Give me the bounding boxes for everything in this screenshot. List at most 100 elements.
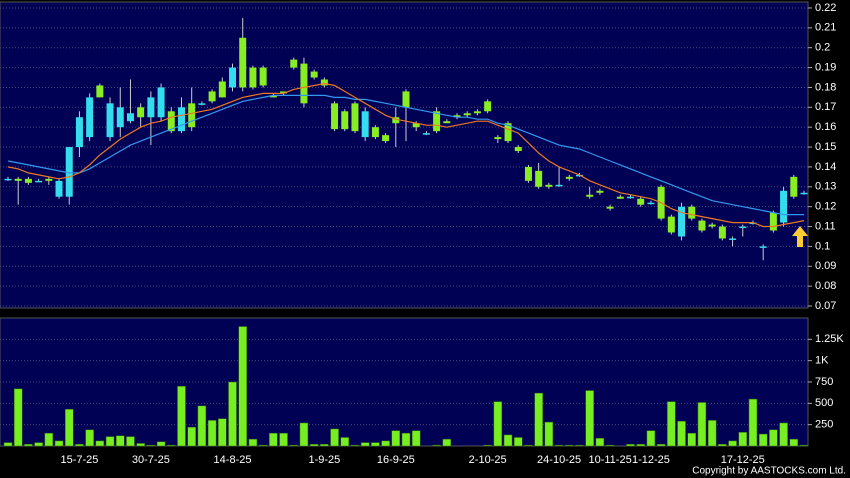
- candle-body: [382, 135, 390, 142]
- volume-bar: [105, 436, 115, 447]
- volume-bar: [534, 392, 543, 447]
- candle-body: [749, 222, 757, 225]
- volume-bar: [667, 401, 676, 447]
- candle-body: [494, 137, 502, 140]
- volume-bar: [677, 421, 686, 447]
- y-tick-label: 0.11: [815, 220, 836, 232]
- volume-bar: [299, 422, 309, 447]
- candle-body: [126, 113, 134, 122]
- candle-body: [769, 212, 777, 231]
- volume-bar: [371, 442, 380, 447]
- volume-bar: [748, 398, 758, 447]
- candle-body: [637, 198, 645, 205]
- candle-body: [157, 87, 165, 118]
- candle-body: [208, 91, 216, 102]
- volume-bar: [340, 437, 350, 447]
- x-tick-label: 30-7-25: [132, 454, 170, 466]
- y-tick-label: 0.14: [815, 161, 836, 173]
- candle-body: [259, 67, 267, 86]
- candle-body: [65, 147, 73, 197]
- candle-body: [647, 202, 655, 205]
- volume-bar: [64, 409, 74, 447]
- volume-bar: [585, 390, 594, 447]
- volume-bar: [218, 418, 227, 447]
- y-tick-label: 0.22: [815, 2, 836, 14]
- candle-body: [688, 206, 696, 219]
- x-tick-label: 15-7-25: [60, 454, 98, 466]
- y-tick-label: 0.18: [815, 81, 836, 93]
- volume-bar: [126, 436, 135, 447]
- candle-body: [137, 107, 145, 118]
- volume-bar: [279, 432, 288, 447]
- candle-body: [249, 67, 257, 88]
- y-tick-label: 0.21: [815, 22, 836, 34]
- volume-bar: [411, 430, 421, 447]
- plot-layer: 0.07 0.08 0.09 0.1 0.11 0.12 0.13 0.14 0.15 0.16 0…: [0, 2, 844, 466]
- candle-body: [177, 107, 185, 132]
- volume-bar: [687, 432, 696, 447]
- volume-bar: [136, 443, 145, 447]
- candle-body: [718, 226, 726, 239]
- candle-body: [739, 226, 747, 229]
- volume-bar: [289, 444, 298, 447]
- y-tick-label: 250: [815, 419, 833, 431]
- volume-bar: [595, 438, 605, 447]
- x-tick-label: 2-10-25: [469, 454, 507, 466]
- volume-bar: [718, 444, 727, 447]
- candle-body: [504, 123, 512, 142]
- candle-body: [269, 95, 277, 98]
- ma-line: [7, 94, 804, 216]
- volume-bar: [656, 444, 666, 447]
- volume-bar: [177, 386, 186, 447]
- candle-body: [106, 103, 114, 138]
- candle-body: [218, 81, 226, 98]
- candle-body: [524, 166, 532, 181]
- candle-body: [280, 91, 288, 94]
- x-tick-label: 24-10-25: [537, 454, 581, 466]
- volume-bar: [391, 430, 401, 447]
- arrow-icon: [792, 226, 808, 247]
- candle-body: [14, 178, 22, 181]
- y-tick-label: 1.25K: [815, 333, 844, 345]
- candle-body: [729, 238, 737, 240]
- volume-bar: [626, 444, 635, 447]
- candle-body: [198, 103, 206, 105]
- candle-body: [575, 174, 583, 177]
- candle-body: [86, 97, 94, 138]
- candle-body: [4, 178, 12, 181]
- x-tick-label: 1-12-25: [632, 454, 670, 466]
- volume-bar: [432, 444, 441, 447]
- volume-bar: [13, 388, 23, 447]
- ma-line: [7, 82, 805, 228]
- volume-bar: [34, 442, 43, 447]
- volume-bar: [207, 420, 217, 447]
- volume-bar: [85, 429, 94, 447]
- candle-body: [351, 103, 359, 132]
- volume-bar: [54, 440, 64, 447]
- volume-bar: [789, 438, 799, 447]
- y-tick-label: 0.2: [815, 42, 830, 54]
- volume-bar: [524, 444, 533, 447]
- candle-body: [514, 147, 522, 152]
- candle-body: [35, 180, 43, 183]
- y-tick-label: 0.16: [815, 121, 836, 133]
- volume-bar: [697, 402, 707, 447]
- y-tick-label: 0.07: [815, 300, 836, 312]
- candle-body: [96, 85, 104, 98]
- candle-body: [147, 97, 155, 118]
- y-tick-label: 0.19: [815, 61, 836, 73]
- volume-bar: [330, 428, 339, 447]
- volume-bar: [75, 444, 84, 447]
- candle-body: [667, 216, 675, 233]
- y-tick-label: 1K: [815, 355, 829, 367]
- y-tick-label: 0.08: [815, 280, 836, 292]
- volume-bar: [116, 435, 125, 447]
- y-tick-label: 0.1: [815, 240, 830, 252]
- candle-body: [545, 184, 553, 187]
- candle-body: [116, 107, 124, 128]
- volume-bar: [258, 444, 268, 447]
- volume-bar: [167, 444, 176, 447]
- y-tick-label: 0.15: [815, 141, 836, 153]
- candle-body: [75, 117, 83, 148]
